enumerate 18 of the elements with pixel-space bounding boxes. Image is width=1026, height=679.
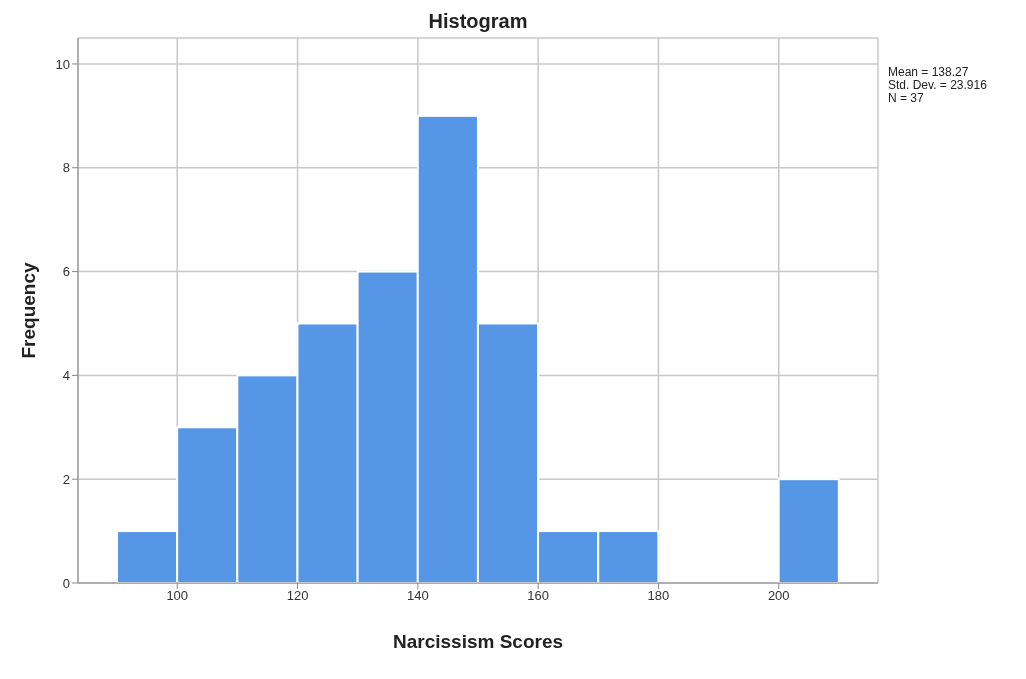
text: Std. Dev. = 23.916 bbox=[888, 78, 987, 92]
x-tick-label: 160 bbox=[527, 588, 549, 604]
x-axis-title: Narcissism Scores bbox=[392, 631, 564, 652]
y-tick-label: 8 bbox=[62, 160, 70, 176]
y-tick-label: 10 bbox=[55, 56, 70, 72]
y-axis-title: Frequency bbox=[17, 262, 39, 359]
x-tick-label: 180 bbox=[647, 588, 670, 604]
y-tick-label: 4 bbox=[62, 368, 70, 383]
text: N = 37 bbox=[888, 91, 925, 105]
y-tick-label: 6 bbox=[62, 264, 70, 280]
x-tick-label: 100 bbox=[166, 588, 189, 604]
x-tick-label: 140 bbox=[407, 588, 429, 604]
y-tick-label: 0 bbox=[62, 575, 70, 591]
x-tick-label: 120 bbox=[286, 588, 309, 604]
chart-title: Histogram bbox=[427, 10, 529, 33]
text: Mean = 138.27 bbox=[888, 65, 970, 79]
y-tick-label: 2 bbox=[62, 471, 70, 487]
x-tick-label: 200 bbox=[767, 588, 790, 604]
